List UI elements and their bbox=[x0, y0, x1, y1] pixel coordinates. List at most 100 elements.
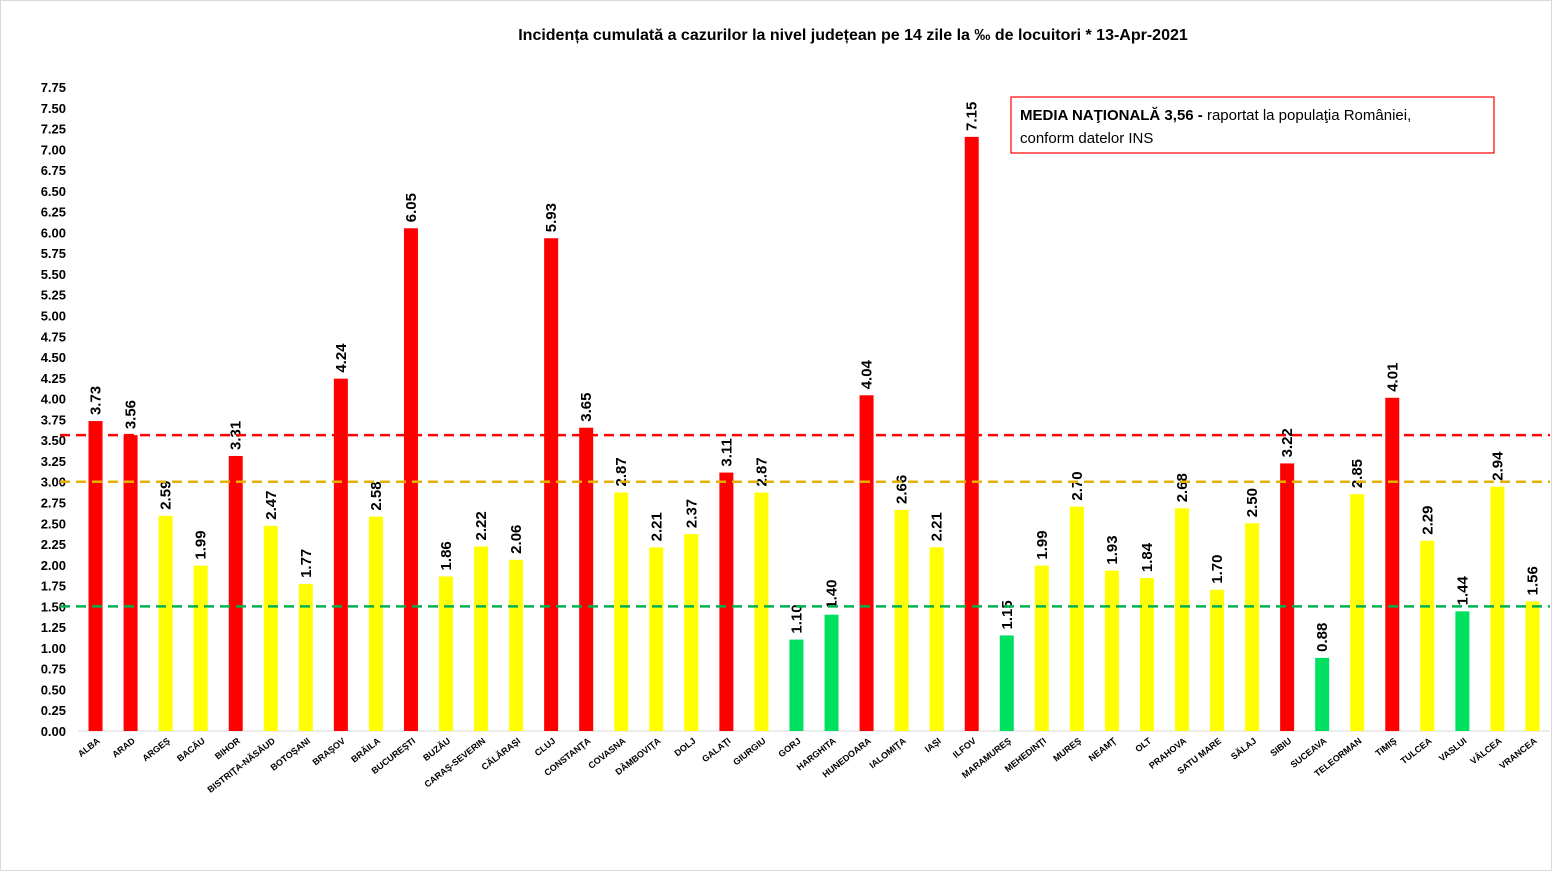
y-tick-label: 6.00 bbox=[41, 225, 66, 240]
bar bbox=[1175, 508, 1189, 731]
y-tick-label: 5.00 bbox=[41, 309, 66, 324]
bar bbox=[439, 576, 453, 731]
value-label: 2.70 bbox=[1069, 471, 1086, 500]
value-label: 2.58 bbox=[368, 481, 385, 510]
bar bbox=[228, 455, 243, 731]
y-tick-label: 6.50 bbox=[41, 184, 66, 199]
y-tick-label: 2.25 bbox=[41, 537, 66, 552]
value-label: 1.99 bbox=[193, 530, 210, 559]
y-tick-label: 4.50 bbox=[41, 350, 66, 365]
value-label: 2.87 bbox=[613, 457, 630, 486]
bar bbox=[298, 583, 313, 731]
bar bbox=[964, 136, 979, 732]
value-label: 1.56 bbox=[1524, 566, 1541, 595]
bar bbox=[474, 546, 489, 731]
chart-title: Incidența cumulată a cazurilor la nivel … bbox=[518, 27, 1188, 44]
bar bbox=[123, 435, 138, 731]
bar bbox=[193, 565, 208, 731]
value-label: 2.94 bbox=[1489, 451, 1506, 481]
bar bbox=[1315, 657, 1330, 731]
bar bbox=[333, 378, 348, 731]
value-label: 2.87 bbox=[753, 457, 770, 486]
value-label: 1.15 bbox=[999, 600, 1016, 629]
y-tick-label: 1.00 bbox=[41, 641, 66, 656]
y-tick-label: 3.50 bbox=[41, 433, 66, 448]
value-label: 2.47 bbox=[263, 491, 280, 520]
value-label: 2.50 bbox=[1244, 488, 1261, 517]
value-label: 2.59 bbox=[158, 481, 175, 510]
y-tick-label: 3.00 bbox=[41, 475, 66, 490]
value-label: 2.21 bbox=[648, 512, 665, 541]
value-label: 2.21 bbox=[929, 512, 946, 541]
y-tick-label: 2.50 bbox=[41, 516, 66, 531]
y-tick-label: 4.75 bbox=[41, 329, 66, 344]
value-label: 3.73 bbox=[88, 386, 105, 415]
value-label: 1.77 bbox=[298, 549, 315, 578]
bar bbox=[1245, 523, 1260, 731]
annotation-text: raportat la populaţia României, bbox=[1207, 107, 1411, 124]
value-label: 3.65 bbox=[578, 392, 595, 421]
y-tick-label: 4.25 bbox=[41, 371, 66, 386]
annotation: MEDIA NAŢIONALĂ 3,56 - raportat la popul… bbox=[1020, 107, 1411, 124]
annotation-text: conform datelor INS bbox=[1020, 130, 1153, 147]
y-tick-label: 0.75 bbox=[41, 662, 66, 677]
y-tick-label: 7.25 bbox=[41, 122, 66, 137]
bar bbox=[1525, 601, 1540, 731]
bar bbox=[1280, 463, 1295, 731]
value-label: 0.88 bbox=[1314, 623, 1331, 652]
bar bbox=[263, 525, 278, 731]
bar bbox=[719, 472, 734, 731]
value-label: 4.24 bbox=[333, 343, 350, 373]
y-tick-label: 1.50 bbox=[41, 599, 66, 614]
bar bbox=[1034, 565, 1049, 731]
bar bbox=[1104, 570, 1119, 731]
value-label: 1.40 bbox=[824, 579, 841, 608]
value-label: 2.66 bbox=[894, 475, 911, 504]
y-tick-label: 7.75 bbox=[41, 80, 66, 95]
bar bbox=[929, 547, 944, 731]
bar bbox=[509, 559, 524, 731]
y-tick-label: 4.00 bbox=[41, 392, 66, 407]
y-tick-label: 1.25 bbox=[41, 620, 66, 635]
y-tick-label: 5.75 bbox=[41, 246, 66, 261]
value-label: 1.44 bbox=[1454, 575, 1471, 605]
y-tick-label: 3.25 bbox=[41, 454, 66, 469]
annotation-bold: MEDIA NAŢIONALĂ 3,56 - bbox=[1020, 107, 1203, 124]
bar bbox=[1350, 494, 1365, 731]
value-label: 5.93 bbox=[543, 203, 560, 232]
y-tick-label: 7.50 bbox=[41, 101, 66, 116]
bar bbox=[579, 427, 594, 731]
y-tick-label: 6.25 bbox=[41, 205, 66, 220]
y-tick-label: 5.50 bbox=[41, 267, 66, 282]
bar bbox=[999, 635, 1014, 731]
value-label: 4.04 bbox=[859, 359, 876, 389]
value-label: 2.85 bbox=[1349, 459, 1366, 488]
value-label: 7.15 bbox=[964, 102, 981, 131]
bar bbox=[1385, 397, 1400, 731]
value-label: 3.56 bbox=[123, 400, 140, 429]
value-label: 1.10 bbox=[788, 604, 805, 633]
value-label: 2.68 bbox=[1174, 473, 1191, 502]
bar bbox=[158, 515, 173, 731]
y-tick-label: 1.75 bbox=[41, 579, 66, 594]
bar bbox=[824, 614, 839, 731]
bar bbox=[684, 534, 699, 731]
y-tick-label: 3.75 bbox=[41, 412, 66, 427]
y-tick-label: 6.75 bbox=[41, 163, 66, 178]
value-label: 4.01 bbox=[1384, 363, 1401, 392]
bar bbox=[894, 509, 909, 731]
value-label: 1.93 bbox=[1104, 535, 1121, 564]
value-label: 2.22 bbox=[473, 511, 490, 540]
value-label: 3.11 bbox=[718, 438, 735, 466]
value-label: 6.05 bbox=[403, 193, 420, 222]
bar bbox=[88, 421, 103, 731]
bar bbox=[789, 639, 804, 731]
annotation-box bbox=[1010, 96, 1495, 154]
bar bbox=[368, 516, 383, 731]
bar bbox=[1069, 506, 1084, 731]
bar bbox=[859, 395, 874, 731]
value-label: 2.06 bbox=[508, 525, 525, 554]
bar bbox=[754, 492, 769, 731]
